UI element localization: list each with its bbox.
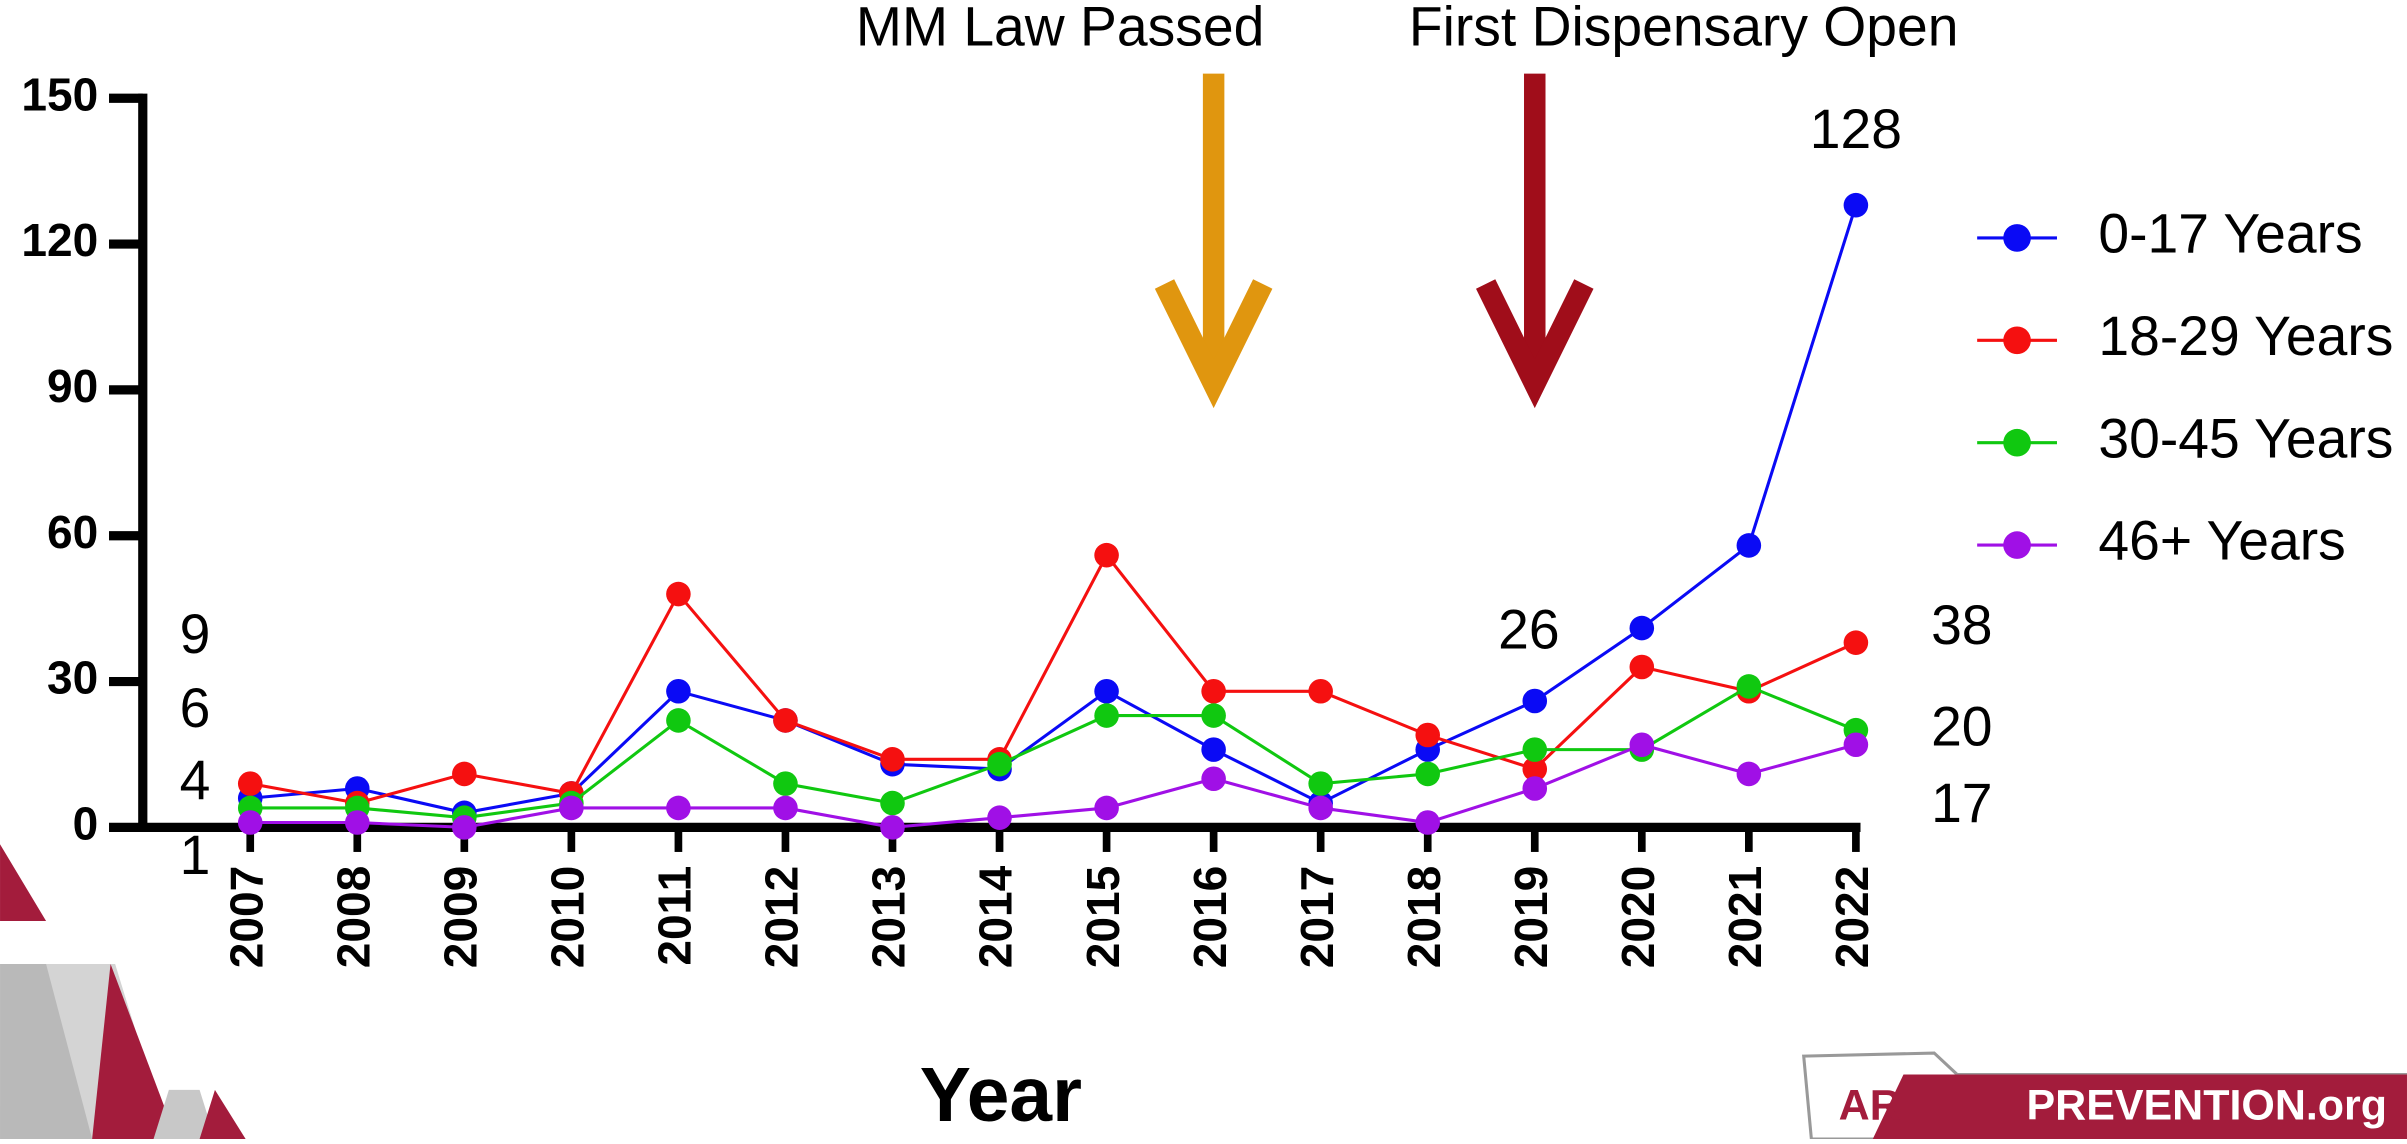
- legend-marker: [2003, 428, 2031, 457]
- data-label: 26: [1498, 599, 1559, 661]
- data-point: [773, 708, 798, 733]
- data-point: [1308, 795, 1333, 821]
- data-point: [1094, 678, 1119, 704]
- series-line: [250, 204, 1858, 815]
- y-tick-label: 60: [47, 506, 98, 558]
- x-tick-label: 2018: [1398, 866, 1450, 968]
- x-tick-label: 2017: [1291, 866, 1343, 968]
- data-point: [1736, 761, 1762, 787]
- legend-label: 0-17 Years: [2098, 203, 2362, 265]
- annotation-text: First Dispensary Open: [1409, 0, 1959, 57]
- x-axis-title: Year: [920, 1053, 1082, 1138]
- data-label: 1: [180, 824, 211, 886]
- data-point: [452, 815, 477, 840]
- x-tick-label: 2007: [220, 866, 272, 968]
- x-tick-label: 2013: [863, 866, 915, 968]
- data-point: [1629, 615, 1655, 641]
- data-point: [773, 771, 798, 796]
- data-point: [666, 678, 691, 704]
- x-tick-label: 2012: [756, 866, 808, 968]
- data-point: [1522, 756, 1548, 782]
- data-label: 38: [1931, 594, 1992, 656]
- data-point: [1522, 688, 1548, 714]
- x-tick-label: 2014: [970, 865, 1022, 968]
- data-point: [452, 761, 477, 787]
- y-tick-label: 120: [21, 214, 98, 266]
- data-label: 128: [1810, 98, 1902, 160]
- data-point: [1843, 630, 1869, 655]
- data-point: [559, 795, 584, 821]
- series-line: [250, 684, 1857, 820]
- data-point: [666, 708, 691, 733]
- data-point: [237, 771, 263, 796]
- data-point: [880, 815, 905, 840]
- data-label: 4: [180, 749, 211, 811]
- data-point: [1629, 732, 1655, 758]
- logo-text: PREVENTION.org: [2027, 1082, 2388, 1130]
- series-line: [250, 743, 1857, 829]
- data-point: [1415, 722, 1440, 748]
- annotation-text: MM Law Passed: [856, 0, 1264, 57]
- data-point: [1736, 674, 1762, 699]
- y-tick-label: 150: [21, 68, 98, 120]
- y-tick-label: 30: [47, 652, 98, 704]
- y-tick-label: 90: [47, 360, 98, 412]
- x-tick-label: 2021: [1719, 866, 1771, 968]
- data-point: [1843, 732, 1869, 758]
- data-point: [1522, 737, 1548, 762]
- data-point: [1201, 703, 1226, 728]
- data-point: [666, 581, 691, 607]
- legend-label: 46+ Years: [2098, 510, 2345, 572]
- data-point: [987, 751, 1012, 777]
- data-point: [1415, 810, 1440, 835]
- legend-marker: [2003, 531, 2031, 559]
- annotation-arrowhead: [1154, 279, 1273, 409]
- legend-marker: [2003, 224, 2031, 252]
- data-label: 6: [180, 677, 211, 739]
- data-point: [345, 810, 370, 835]
- logo-mark: AR: [1839, 1082, 1901, 1130]
- data-point: [880, 747, 905, 772]
- data-point: [1094, 542, 1119, 568]
- data-point: [1094, 703, 1119, 728]
- data-point: [987, 805, 1012, 830]
- x-tick-label: 2015: [1077, 866, 1129, 968]
- data-point: [1843, 192, 1869, 218]
- legend-label: 18-29 Years: [2098, 305, 2393, 367]
- data-point: [1308, 678, 1333, 704]
- legend-label: 30-45 Years: [2098, 407, 2393, 469]
- data-point: [666, 795, 691, 821]
- x-tick-label: 2016: [1184, 866, 1236, 968]
- data-point: [773, 795, 798, 821]
- annotation-arrowhead: [1476, 279, 1594, 409]
- data-point: [1201, 737, 1226, 762]
- x-tick-label: 2009: [434, 866, 486, 968]
- data-point: [1629, 654, 1655, 680]
- x-tick-label: 2020: [1612, 866, 1664, 968]
- series-line: [249, 552, 1857, 805]
- data-point: [880, 790, 905, 816]
- data-point: [1415, 761, 1440, 787]
- x-tick-label: 2019: [1505, 866, 1557, 968]
- data-point: [1094, 795, 1119, 821]
- x-tick-label: 2008: [327, 866, 379, 968]
- data-label: 20: [1931, 695, 1992, 757]
- data-point: [1522, 776, 1548, 801]
- data-point: [1736, 533, 1762, 558]
- data-point: [1201, 678, 1226, 704]
- data-point: [1308, 771, 1333, 796]
- data-label: 9: [180, 603, 211, 665]
- x-tick-label: 2011: [649, 866, 701, 966]
- x-tick-label: 2022: [1826, 866, 1878, 968]
- data-point: [237, 810, 263, 835]
- legend-marker: [2003, 326, 2031, 355]
- data-point: [1201, 766, 1226, 792]
- x-tick-label: 2010: [542, 866, 594, 968]
- y-tick-label: 0: [73, 798, 99, 850]
- data-label: 17: [1931, 772, 1992, 834]
